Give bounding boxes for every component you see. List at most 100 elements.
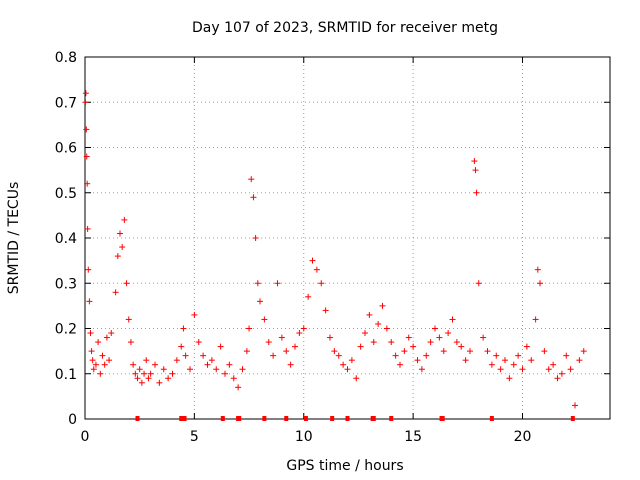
data-point bbox=[388, 339, 395, 346]
data-point bbox=[528, 357, 535, 364]
data-point bbox=[497, 366, 504, 373]
data-point bbox=[379, 302, 386, 309]
data-point bbox=[344, 366, 351, 373]
data-point bbox=[449, 316, 456, 323]
data-point bbox=[141, 370, 148, 377]
data-point bbox=[458, 343, 465, 350]
data-point bbox=[484, 348, 491, 355]
data-point bbox=[309, 257, 316, 264]
data-point bbox=[427, 339, 434, 346]
data-point bbox=[134, 375, 141, 382]
data-point bbox=[541, 348, 548, 355]
baseline-marks bbox=[135, 416, 575, 421]
data-point bbox=[182, 352, 189, 359]
data-point bbox=[357, 343, 364, 350]
baseline-mark bbox=[237, 416, 242, 421]
data-point bbox=[537, 280, 543, 287]
data-point bbox=[472, 167, 479, 174]
data-point bbox=[95, 339, 102, 346]
data-point bbox=[114, 253, 121, 260]
axis-ticks bbox=[84, 56, 610, 420]
data-point bbox=[348, 357, 355, 364]
x-tick-label: 10 bbox=[295, 429, 313, 445]
data-point bbox=[130, 361, 137, 368]
data-point bbox=[89, 357, 96, 364]
data-point bbox=[410, 343, 417, 350]
data-point bbox=[191, 311, 198, 318]
data-point bbox=[83, 126, 90, 133]
data-point bbox=[270, 352, 277, 359]
data-point bbox=[576, 357, 583, 364]
data-point bbox=[563, 352, 570, 359]
data-point bbox=[86, 298, 93, 305]
y-tick-label: 0.8 bbox=[55, 50, 77, 66]
data-point bbox=[125, 316, 132, 323]
data-point bbox=[195, 339, 202, 346]
baseline-mark bbox=[489, 416, 494, 421]
data-point bbox=[283, 348, 290, 355]
baseline-mark bbox=[330, 416, 335, 421]
data-point bbox=[92, 361, 99, 368]
data-point bbox=[248, 176, 255, 183]
y-axis-label: SRMTID / TECUs bbox=[6, 182, 22, 295]
data-point bbox=[353, 375, 360, 382]
y-tick-label: 0.4 bbox=[55, 231, 77, 247]
data-point bbox=[278, 334, 285, 341]
data-point bbox=[90, 366, 97, 373]
data-point bbox=[254, 280, 261, 287]
data-point bbox=[82, 90, 89, 97]
data-point bbox=[432, 325, 438, 332]
y-tick-label: 0.5 bbox=[55, 186, 77, 202]
data-point bbox=[322, 307, 329, 314]
x-tick-label: 5 bbox=[190, 429, 199, 445]
data-point bbox=[138, 379, 145, 386]
data-point bbox=[99, 352, 106, 359]
y-tick-label: 0 bbox=[68, 412, 77, 428]
x-tick-label: 0 bbox=[81, 429, 90, 445]
data-point bbox=[462, 357, 469, 364]
data-point bbox=[88, 348, 95, 355]
data-point bbox=[261, 316, 268, 323]
data-point bbox=[147, 370, 154, 377]
x-tick-label: 15 bbox=[404, 429, 422, 445]
data-point bbox=[97, 370, 104, 377]
data-point bbox=[383, 325, 390, 332]
data-point bbox=[401, 348, 408, 355]
x-axis-label: GPS time / hours bbox=[286, 458, 403, 474]
baseline-mark bbox=[389, 416, 394, 421]
data-point bbox=[375, 320, 382, 327]
gridlines bbox=[85, 57, 610, 419]
chart-title: Day 107 of 2023, SRMTID for receiver met… bbox=[192, 20, 498, 36]
y-tick-label: 0.3 bbox=[55, 276, 77, 292]
data-point bbox=[488, 361, 495, 368]
data-point bbox=[515, 352, 522, 359]
data-point bbox=[414, 357, 421, 364]
data-point bbox=[106, 357, 113, 364]
data-point bbox=[169, 370, 176, 377]
data-point bbox=[370, 339, 377, 346]
data-point bbox=[208, 357, 215, 364]
data-point bbox=[405, 334, 412, 341]
data-point bbox=[143, 357, 150, 364]
data-point bbox=[239, 366, 246, 373]
baseline-mark bbox=[440, 416, 445, 421]
data-point bbox=[418, 366, 425, 373]
data-point bbox=[331, 348, 338, 355]
data-point bbox=[84, 225, 91, 232]
data-point bbox=[84, 180, 91, 187]
data-point bbox=[132, 370, 139, 377]
data-point bbox=[296, 330, 303, 337]
data-point bbox=[534, 266, 541, 273]
y-tick-label: 0.2 bbox=[55, 322, 77, 338]
data-point bbox=[217, 343, 224, 350]
data-point bbox=[112, 289, 119, 296]
baseline-mark bbox=[284, 416, 289, 421]
data-point bbox=[82, 99, 89, 106]
data-point bbox=[554, 375, 561, 382]
data-point bbox=[480, 334, 487, 341]
data-point bbox=[436, 334, 443, 341]
data-point bbox=[213, 366, 220, 373]
data-point bbox=[243, 348, 250, 355]
data-point bbox=[305, 293, 312, 300]
